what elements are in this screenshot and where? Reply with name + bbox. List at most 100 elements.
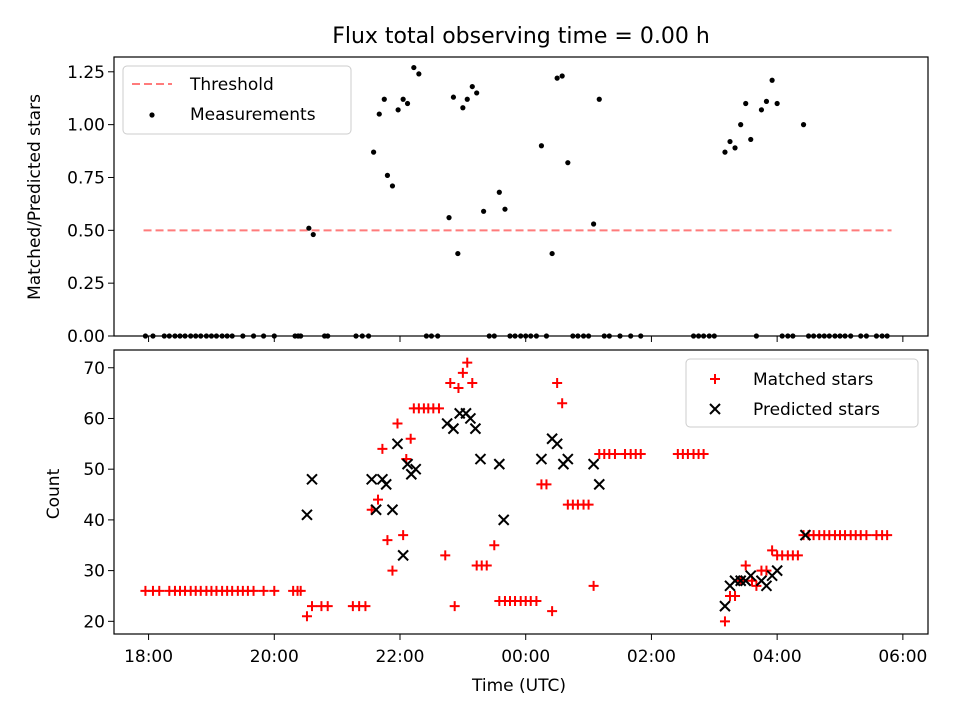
matched-star-point <box>398 530 409 541</box>
matched-star-point <box>861 530 872 541</box>
x-tick-label: 02:00 <box>627 647 676 667</box>
predicted-star-point <box>799 529 812 541</box>
x-tick-label: 00:00 <box>501 647 550 667</box>
legend-threshold-label: Threshold <box>189 75 274 95</box>
y-tick-label: 60 <box>83 409 105 429</box>
matched-star-point <box>635 448 646 459</box>
measurement-point <box>732 145 738 151</box>
predicted-star-point <box>587 458 600 470</box>
matched-star-point <box>792 550 803 561</box>
y-tick-label: 20 <box>83 612 105 632</box>
legend-measurements-label: Measurements <box>190 105 316 125</box>
matched-star-point <box>531 596 542 607</box>
measurement-point <box>758 107 765 113</box>
top-y-axis-label: Matched/Predicted stars <box>25 94 45 300</box>
predicted-star-point <box>447 422 460 435</box>
predicted-star-point <box>401 458 414 470</box>
x-tick-label: 20:00 <box>250 647 299 667</box>
matched-star-point <box>467 377 478 388</box>
predicted-star-point <box>391 438 404 450</box>
measurement-point <box>743 100 749 107</box>
measurement-point <box>591 221 597 227</box>
measurement-point <box>769 77 775 83</box>
predicted-star-point <box>562 453 574 465</box>
predicted-star-point <box>464 412 477 425</box>
measurement-point <box>395 107 401 113</box>
measurement-point <box>306 225 312 231</box>
legend-predicted-label: Predicted stars <box>753 400 880 420</box>
predicted-star-point <box>397 549 409 562</box>
y-tick-label: 1.00 <box>67 116 105 136</box>
matched-star-point <box>433 403 444 414</box>
measurement-point <box>748 136 754 143</box>
y-tick-label: 1.25 <box>67 63 105 83</box>
x-axis-label: Time (UTC) <box>471 676 566 696</box>
predicted-star-point <box>734 575 747 587</box>
measurement-point <box>763 98 770 104</box>
matched-star-point <box>373 494 383 505</box>
measurement-point <box>400 96 406 102</box>
measurement-point <box>310 231 316 238</box>
measurement-point <box>446 215 452 221</box>
measurement-point <box>371 149 377 155</box>
predicted-star-point <box>474 453 487 465</box>
y-tick-label: 0.50 <box>67 221 105 241</box>
matched-star-point <box>557 398 568 409</box>
matched-star-point <box>882 530 893 541</box>
matched-star-point <box>440 550 451 561</box>
matched-star-point <box>360 601 371 612</box>
matched-star-point <box>449 601 460 612</box>
legend-predicted-swatch <box>709 403 721 415</box>
matched-star-point <box>761 565 772 576</box>
matched-star-point <box>767 545 778 556</box>
measurement-point <box>554 75 560 81</box>
legend-measurements-swatch <box>149 112 155 118</box>
predicted-star-point <box>760 580 773 592</box>
x-tick-label: 04:00 <box>753 647 802 667</box>
measurement-point <box>722 149 728 155</box>
y-tick-label: 50 <box>83 460 105 480</box>
measurement-point <box>464 96 470 102</box>
measurement-point <box>404 100 411 107</box>
matched-star-point <box>609 448 620 459</box>
measurement-point <box>450 94 457 100</box>
predicted-star-point <box>370 504 382 516</box>
predicted-star-point <box>469 422 482 435</box>
matched-star-point <box>751 580 762 591</box>
predicted-star-point <box>719 600 731 612</box>
matched-star-point <box>552 377 563 388</box>
plot-frame <box>113 56 929 337</box>
chart-title: Flux total observing time = 0.00 h <box>332 24 710 49</box>
matched-star-point <box>154 585 165 596</box>
matched-star-point <box>453 383 464 394</box>
matched-star-point <box>457 367 468 378</box>
measurement-point <box>800 122 807 128</box>
matched-star-point <box>462 357 473 368</box>
measurement-point <box>416 71 422 77</box>
measurement-point <box>774 100 780 107</box>
predicted-star-point <box>410 463 422 475</box>
measurement-point <box>549 250 555 257</box>
matched-star-point <box>248 585 259 596</box>
predicted-star-point <box>535 453 548 465</box>
x-tick-label: 18:00 <box>124 647 173 667</box>
y-tick-label: 30 <box>83 562 105 582</box>
ratio-panel: 0.00 0.25 0.50 0.75 1.00 1.25 Threshold Measure… <box>67 56 929 347</box>
predicted-star-point <box>771 564 783 577</box>
predicted-star-point <box>498 514 510 526</box>
y-tick-label: 0.75 <box>67 168 105 188</box>
measurement-point <box>565 160 571 166</box>
matched-star-point <box>322 601 333 612</box>
y-tick-label: 70 <box>83 359 105 379</box>
measurement-point <box>381 96 387 102</box>
predicted-star-point <box>366 473 378 486</box>
measurement-point <box>469 83 475 90</box>
predicted-star-point <box>745 569 757 582</box>
matched-star-point <box>588 580 599 591</box>
matched-star-point <box>740 560 751 571</box>
predicted-star-point <box>301 509 313 521</box>
matched-star-point <box>541 479 552 490</box>
legend-frame <box>685 358 919 428</box>
matched-star-point <box>445 377 456 388</box>
